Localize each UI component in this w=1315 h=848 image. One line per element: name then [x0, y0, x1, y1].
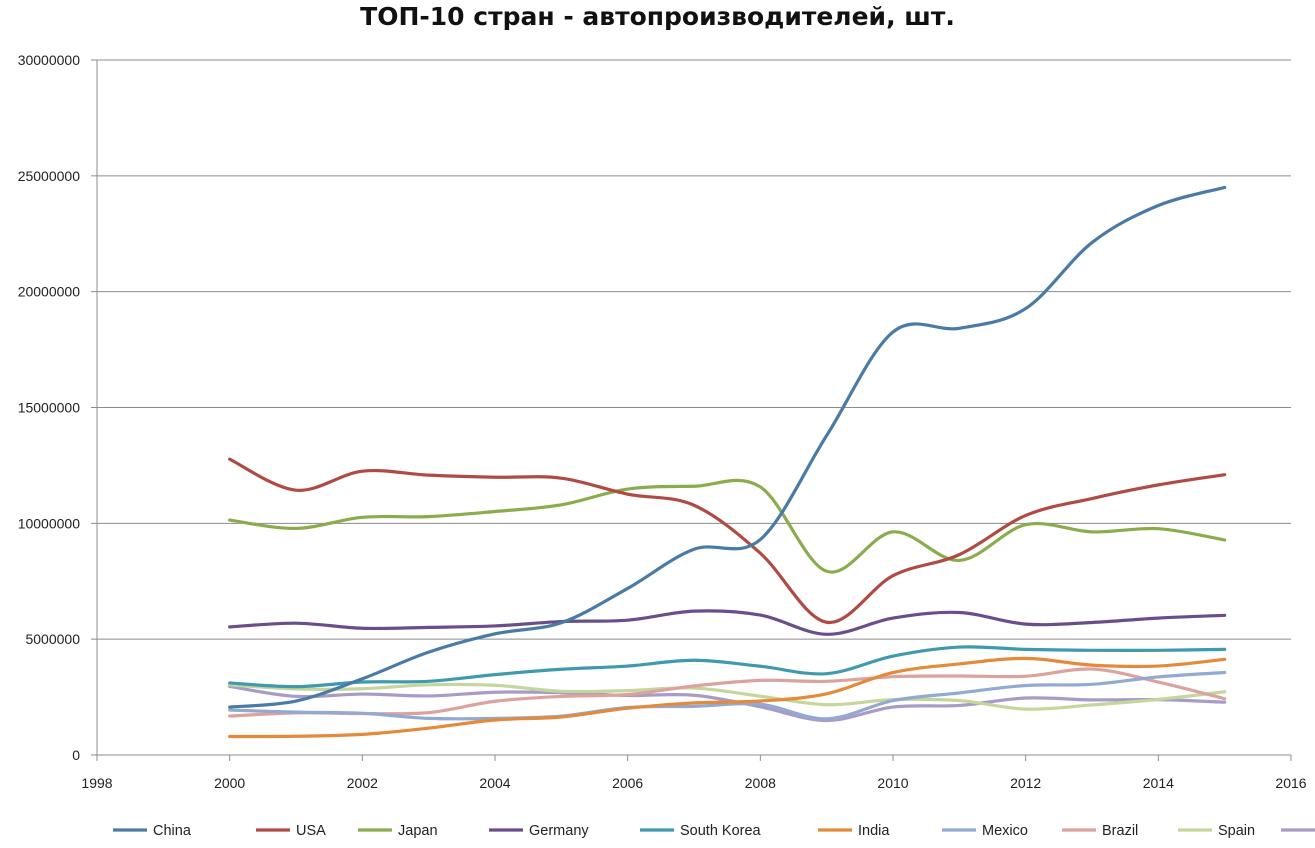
grid-layer — [97, 59, 1291, 640]
x-tick-label: 2010 — [877, 775, 908, 791]
y-tick-label: 15000000 — [18, 400, 81, 416]
legend-label: Spain — [1218, 823, 1255, 839]
x-tick-label: 2000 — [214, 775, 245, 791]
series-line-japan — [228, 478, 1227, 574]
y-tick-label: 25000000 — [18, 168, 81, 184]
chart-title: ТОП-10 стран - автопроизводителей, шт. — [360, 2, 955, 31]
legend-label: Germany — [529, 823, 589, 839]
y-tick-label: 5000000 — [25, 631, 80, 647]
series-line-south-korea — [228, 645, 1227, 689]
legend-label: China — [153, 823, 192, 839]
legend-item-china: China — [113, 823, 192, 839]
legend-label: USA — [296, 823, 326, 839]
x-tick-label: 2002 — [347, 775, 378, 791]
legend-label: Mexico — [982, 823, 1028, 839]
x-tick-label: 2008 — [745, 775, 776, 791]
series-layer — [228, 185, 1227, 739]
legend-item-canada: Canada — [1281, 828, 1315, 832]
legend: China USA Japan Germany South Korea India Mexi… — [113, 823, 1315, 839]
series-line-usa — [228, 457, 1227, 624]
legend-item-spain: Spain — [1178, 823, 1255, 839]
x-tick-label: 1998 — [81, 775, 112, 791]
series-line-germany — [228, 609, 1227, 636]
series-line-mexico — [228, 670, 1227, 721]
y-tick-label: 30000000 — [18, 52, 81, 68]
series-line-china — [228, 185, 1227, 709]
legend-item-south-korea: South Korea — [640, 823, 762, 839]
y-tick-label: 20000000 — [18, 284, 81, 300]
legend-item-japan: Japan — [358, 823, 438, 839]
axis-layer: 0 5000000 10000000 15000000 20000000 25000000… — [18, 52, 1307, 791]
series-line-brazil — [228, 667, 1227, 718]
legend-item-india: India — [818, 823, 890, 839]
legend-label: Brazil — [1102, 823, 1138, 839]
x-tick-label: 2006 — [612, 775, 643, 791]
x-tick-label: 2016 — [1275, 775, 1306, 791]
x-tick-label: 2014 — [1143, 775, 1174, 791]
legend-item-brazil: Brazil — [1062, 823, 1138, 839]
y-tick-label: 0 — [72, 747, 80, 763]
y-tick-label: 10000000 — [18, 515, 81, 531]
legend-label: Japan — [398, 823, 438, 839]
series-line-canada — [228, 684, 1227, 723]
legend-label: India — [858, 823, 890, 839]
series-line-spain — [228, 682, 1227, 711]
series-line-india — [228, 656, 1227, 739]
legend-label: South Korea — [680, 823, 762, 839]
legend-item-usa: USA — [256, 823, 326, 839]
x-tick-label: 2012 — [1010, 775, 1041, 791]
x-tick-label: 2004 — [479, 775, 510, 791]
legend-item-mexico: Mexico — [942, 823, 1028, 839]
legend-item-germany: Germany — [489, 823, 589, 839]
